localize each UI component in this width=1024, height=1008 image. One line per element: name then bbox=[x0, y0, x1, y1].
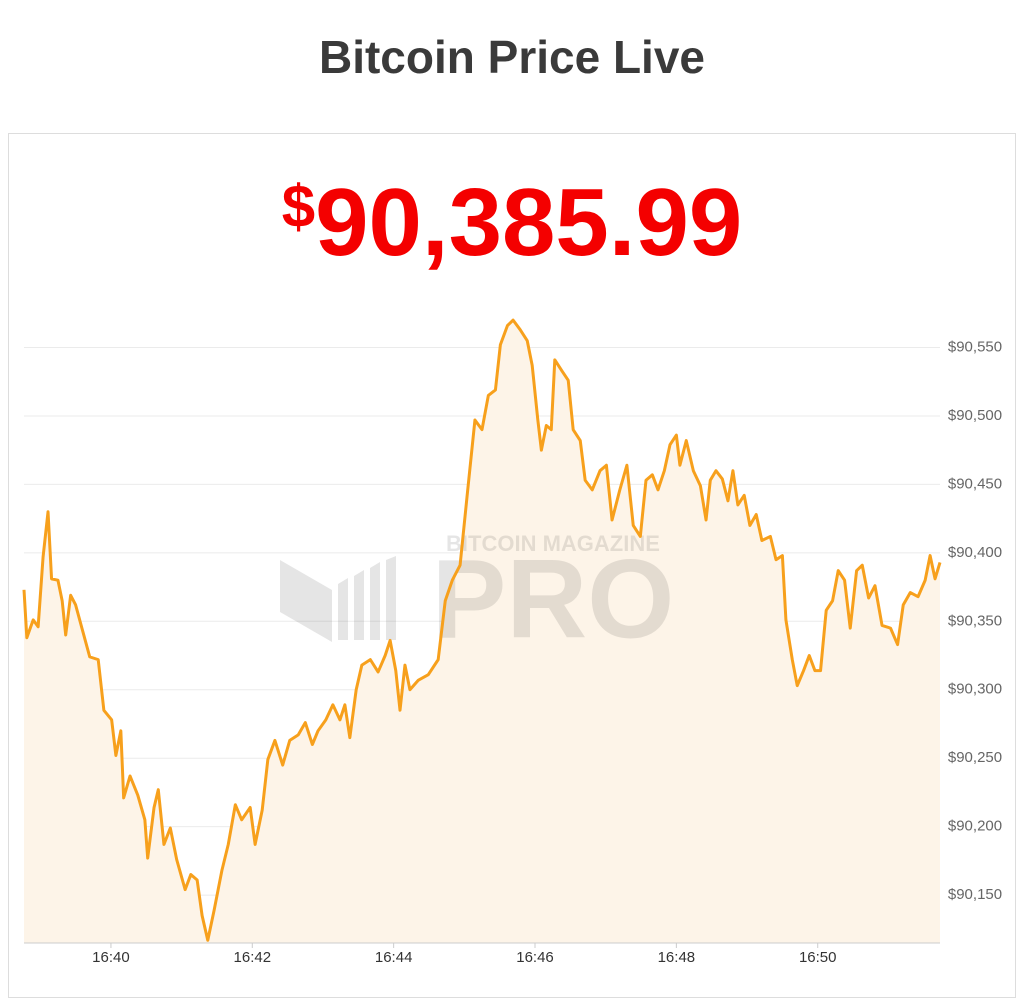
x-tick-label: 16:46 bbox=[516, 949, 554, 966]
y-tick-label: $90,300 bbox=[948, 681, 1002, 698]
x-tick-label: 16:40 bbox=[92, 949, 130, 966]
price-currency: $ bbox=[281, 173, 316, 240]
y-tick-label: $90,450 bbox=[948, 475, 1002, 492]
price: $90,385.99 bbox=[0, 168, 1024, 278]
watermark-top: BITCOIN MAGAZINE bbox=[446, 531, 660, 556]
y-tick-label: $90,200 bbox=[948, 818, 1002, 835]
price-amount: 90,385.99 bbox=[315, 169, 743, 276]
watermark-logo bbox=[280, 556, 396, 642]
x-tick-label: 16:44 bbox=[375, 949, 413, 966]
card bbox=[8, 133, 1016, 998]
y-tick-label: $90,550 bbox=[948, 338, 1002, 355]
page-title: Bitcoin Price Live bbox=[318, 31, 705, 83]
watermark-main: PRO bbox=[432, 537, 675, 662]
x-tick-label: 16:42 bbox=[234, 949, 272, 966]
y-tick-label: $90,400 bbox=[948, 544, 1002, 561]
y-tick-label: $90,350 bbox=[948, 612, 1002, 629]
y-tick-label: $90,150 bbox=[948, 886, 1002, 903]
price-line bbox=[22, 318, 942, 942]
x-tick-label: 16:50 bbox=[799, 949, 837, 966]
y-tick-label: $90,500 bbox=[948, 407, 1002, 424]
price-area bbox=[24, 320, 940, 943]
y-tick-label: $90,250 bbox=[948, 749, 1002, 766]
x-tick-label: 16:48 bbox=[658, 949, 696, 966]
